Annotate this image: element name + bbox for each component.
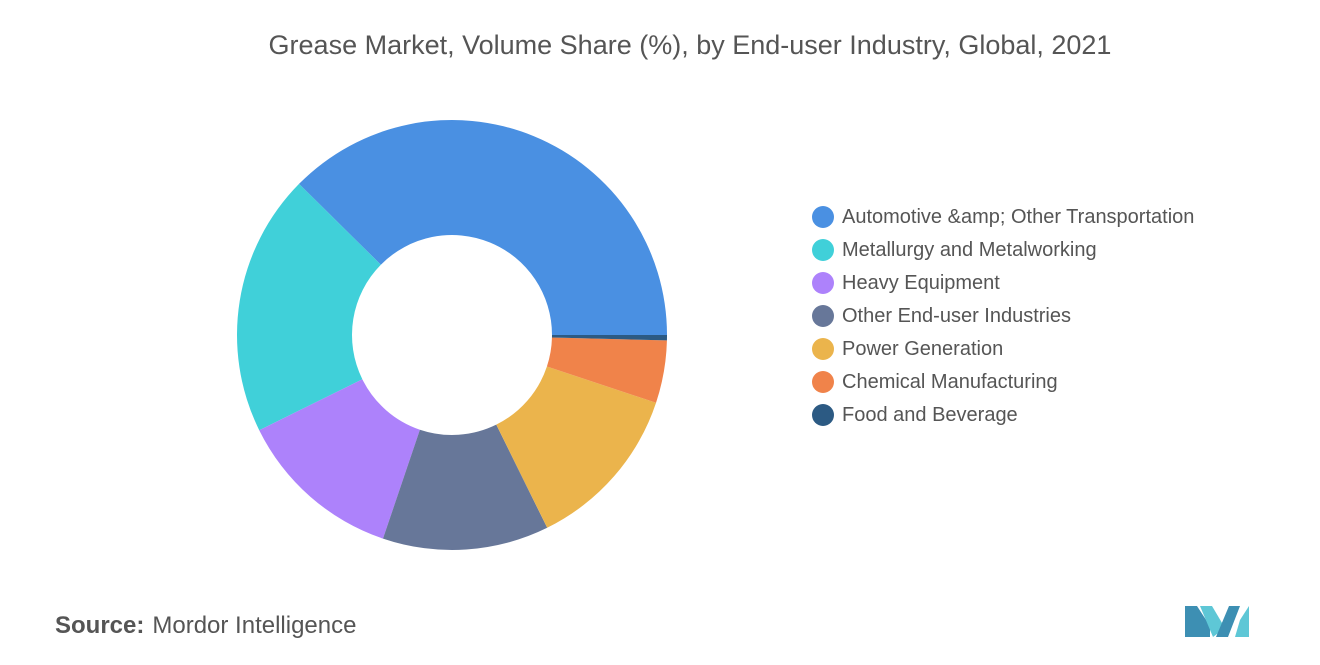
source: Source: Mordor Intelligence [55,612,356,640]
legend-item: Chemical Manufacturing [812,368,1252,396]
legend-label: Heavy Equipment [842,272,1000,294]
source-label: Source: [55,612,145,639]
donut-slice [236,183,381,431]
source-text: Mordor Intelligence [152,612,357,639]
legend-label: Chemical Manufacturing [842,371,1058,393]
legend-marker [812,206,834,228]
donut-slice [546,337,667,403]
legend-item: Heavy Equipment [812,269,1252,297]
legend-marker [812,305,834,327]
legend-marker [812,272,834,294]
donut-slice [496,366,657,528]
legend-marker [812,239,834,261]
logo [1185,606,1249,637]
legend-label: Power Generation [842,338,1004,360]
legend-marker [812,404,834,426]
donut-slice [382,424,548,550]
legend: Automotive &amp; Other Transportation Met… [812,203,1252,434]
legend-item: Metallurgy and Metalworking [812,236,1252,264]
legend-label: Metallurgy and Metalworking [842,239,1097,261]
legend-label: Other End-user Industries [842,305,1071,327]
legend-label: Automotive &amp; Other Transportation [842,206,1195,228]
donut-slice [551,335,667,341]
legend-marker [812,371,834,393]
legend-marker [812,338,834,360]
donut-slice [259,379,420,539]
legend-item: Other End-user Industries [812,302,1252,330]
donut-slice [299,119,667,335]
chart-title: Grease Market, Volume Share (%), by End-… [268,30,1112,60]
legend-item: Food and Beverage [812,401,1252,429]
legend-item: Power Generation [812,335,1252,363]
legend-item: Automotive &amp; Other Transportation [812,203,1252,231]
legend-label: Food and Beverage [842,404,1018,426]
